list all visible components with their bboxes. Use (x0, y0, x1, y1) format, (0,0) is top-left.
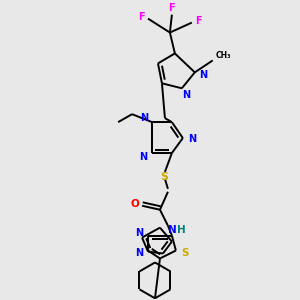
Text: H: H (178, 225, 186, 235)
Text: S: S (160, 172, 168, 182)
Text: N: N (167, 225, 176, 235)
Text: N: N (199, 70, 207, 80)
Text: F: F (169, 3, 175, 13)
Text: N: N (182, 90, 190, 100)
Text: S: S (181, 248, 189, 257)
Text: N: N (135, 248, 143, 257)
Text: CH₃: CH₃ (216, 51, 231, 60)
Text: N: N (139, 152, 147, 162)
Text: O: O (131, 199, 140, 209)
Text: F: F (196, 16, 202, 26)
Text: N: N (135, 228, 143, 238)
Text: F: F (138, 12, 144, 22)
Text: N: N (188, 134, 196, 144)
Text: N: N (140, 113, 148, 123)
